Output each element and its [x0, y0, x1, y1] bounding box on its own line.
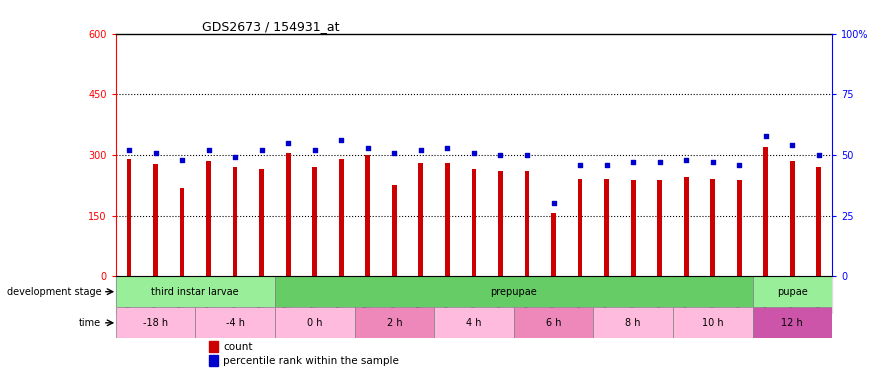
Bar: [790, 161, 795, 276]
Point: [573, 162, 587, 168]
Bar: [514, 307, 594, 338]
Bar: [551, 213, 556, 276]
Bar: [658, 180, 662, 276]
Point: [441, 145, 455, 151]
Text: 6 h: 6 h: [546, 318, 562, 328]
Bar: [232, 167, 238, 276]
Bar: [673, 307, 753, 338]
Text: time: time: [79, 318, 101, 328]
Point: [785, 142, 799, 148]
Bar: [259, 169, 264, 276]
Bar: [354, 307, 434, 338]
Text: 8 h: 8 h: [626, 318, 641, 328]
Bar: [126, 159, 132, 276]
Text: -4 h: -4 h: [225, 318, 245, 328]
Bar: [153, 164, 158, 276]
Bar: [472, 169, 476, 276]
Point: [414, 147, 428, 153]
Point: [600, 162, 614, 168]
Point: [201, 147, 215, 153]
Text: prepupae: prepupae: [490, 286, 537, 297]
Text: pupae: pupae: [777, 286, 808, 297]
Text: count: count: [223, 342, 253, 351]
Bar: [312, 167, 317, 276]
Bar: [753, 276, 832, 307]
Bar: [195, 307, 275, 338]
Bar: [753, 307, 832, 338]
Text: 10 h: 10 h: [702, 318, 724, 328]
Point: [360, 145, 375, 151]
Bar: [275, 276, 753, 307]
Point: [520, 152, 534, 158]
Bar: [604, 179, 609, 276]
Bar: [209, 341, 218, 352]
Bar: [116, 276, 832, 313]
Bar: [710, 179, 716, 276]
Point: [255, 147, 269, 153]
Point: [149, 150, 163, 156]
Bar: [737, 180, 741, 276]
Point: [706, 159, 720, 165]
Point: [308, 147, 322, 153]
Bar: [392, 185, 397, 276]
Point: [334, 137, 348, 143]
Bar: [180, 188, 184, 276]
Bar: [366, 155, 370, 276]
Bar: [116, 276, 275, 307]
Point: [175, 157, 190, 163]
Bar: [286, 153, 290, 276]
Text: third instar larvae: third instar larvae: [151, 286, 239, 297]
Point: [652, 159, 667, 165]
Bar: [209, 355, 218, 366]
Text: -18 h: -18 h: [143, 318, 168, 328]
Bar: [275, 307, 354, 338]
Bar: [418, 163, 424, 276]
Text: percentile rank within the sample: percentile rank within the sample: [223, 356, 399, 366]
Text: 2 h: 2 h: [386, 318, 402, 328]
Bar: [594, 307, 673, 338]
Bar: [816, 167, 821, 276]
Point: [122, 147, 136, 153]
Text: 0 h: 0 h: [307, 318, 322, 328]
Bar: [498, 171, 503, 276]
Point: [758, 132, 773, 138]
Bar: [524, 171, 530, 276]
Text: development stage: development stage: [7, 286, 101, 297]
Point: [228, 154, 242, 160]
Bar: [764, 147, 768, 276]
Point: [467, 150, 481, 156]
Text: 12 h: 12 h: [781, 318, 803, 328]
Bar: [684, 177, 689, 276]
Point: [679, 157, 693, 163]
Text: GDS2673 / 154931_at: GDS2673 / 154931_at: [202, 20, 339, 33]
Text: 4 h: 4 h: [466, 318, 481, 328]
Bar: [578, 179, 582, 276]
Bar: [206, 161, 211, 276]
Bar: [339, 159, 344, 276]
Point: [732, 162, 747, 168]
Point: [626, 159, 640, 165]
Bar: [434, 307, 514, 338]
Point: [387, 150, 401, 156]
Point: [281, 140, 295, 146]
Point: [812, 152, 826, 158]
Bar: [631, 180, 635, 276]
Bar: [116, 307, 195, 338]
Bar: [445, 163, 449, 276]
Point: [493, 152, 507, 158]
Point: [546, 200, 561, 206]
